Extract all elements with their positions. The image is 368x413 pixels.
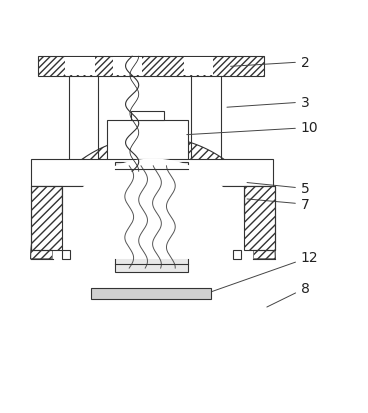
Bar <box>114 163 188 272</box>
Bar <box>62 186 84 217</box>
Text: 8: 8 <box>267 282 310 307</box>
Bar <box>65 58 95 76</box>
Bar <box>91 288 211 299</box>
Bar <box>113 58 142 76</box>
Bar <box>219 186 244 217</box>
Bar <box>244 186 275 250</box>
Text: 10: 10 <box>187 121 318 135</box>
Bar <box>107 121 188 163</box>
Bar <box>38 57 264 77</box>
Bar <box>62 250 70 259</box>
PathPatch shape <box>31 137 275 259</box>
Bar <box>184 58 213 76</box>
Bar <box>31 186 62 250</box>
PathPatch shape <box>53 159 254 259</box>
Text: 5: 5 <box>247 182 309 196</box>
Text: 2: 2 <box>231 56 309 69</box>
Bar <box>31 159 273 186</box>
Text: 7: 7 <box>247 198 309 211</box>
Bar <box>219 217 244 250</box>
Text: 3: 3 <box>227 96 309 109</box>
Text: 12: 12 <box>209 251 318 293</box>
Bar <box>31 186 62 250</box>
Bar <box>62 217 84 250</box>
Bar <box>131 112 164 121</box>
Bar <box>233 250 241 259</box>
Bar <box>244 186 275 250</box>
